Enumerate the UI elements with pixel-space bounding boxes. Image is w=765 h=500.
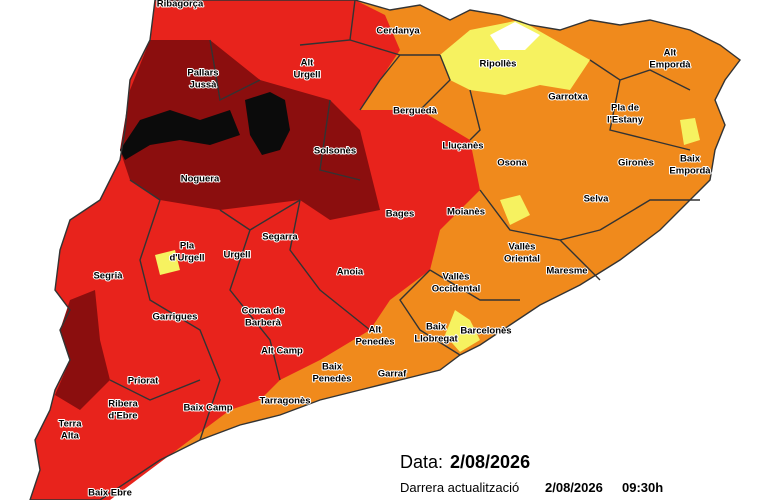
comarca-label: Empordà — [669, 166, 711, 177]
zone-yellow-4 — [155, 250, 180, 275]
comarca-label: Gironès — [618, 158, 654, 169]
comarca-label: Maresme — [546, 266, 587, 277]
labels: RibagorçaCerdanyaAltUrgellPallarsJussàRi… — [57, 0, 712, 500]
comarca-label: Solsonès — [314, 146, 356, 157]
comarca-label: Penedès — [312, 374, 351, 385]
comarca-label: Alt — [301, 58, 315, 69]
zone-yellow-3 — [500, 195, 530, 225]
comarca-label: Ripollès — [480, 59, 517, 70]
comarca-label: Jussà — [190, 80, 218, 91]
comarca-label: Priorat — [128, 376, 159, 387]
comarca-label: Ribera — [108, 399, 138, 410]
comarca-label: Vallès — [509, 242, 536, 253]
comarca-label: Moianès — [447, 207, 485, 218]
comarca-label: Segrià — [93, 271, 123, 282]
comarca-label: d'Ebre — [108, 411, 137, 422]
comarca-label: Pla — [180, 241, 195, 252]
update-label: Darrera actualització — [400, 480, 519, 495]
comarca-label: Berguedà — [393, 106, 438, 117]
comarca-label: Garrigues — [153, 312, 198, 323]
update-time: 09:30h — [622, 480, 663, 495]
comarca-label: Alt — [369, 325, 383, 336]
date: 2/08/2026 — [450, 452, 530, 472]
comarca-label: Oriental — [504, 254, 540, 265]
comarca-label: Garrotxa — [548, 92, 588, 103]
comarca-label: Cerdanya — [376, 26, 420, 37]
zone-black-2 — [245, 92, 290, 155]
comarca-label: Empordà — [649, 60, 691, 71]
comarca-label: Ribagorça — [157, 0, 204, 10]
zone-black — [120, 110, 240, 160]
comarca-label: Penedès — [355, 337, 394, 348]
comarca-label: d'Urgell — [170, 253, 205, 264]
comarca-label: Segarra — [262, 232, 298, 243]
zone-dark-red-south — [55, 290, 110, 410]
comarca-label: l'Estany — [607, 115, 644, 126]
comarca-label: Alt Camp — [261, 346, 303, 357]
comarca-label: Pallars — [187, 68, 218, 79]
comarca-label: Urgell — [294, 70, 321, 81]
comarca-label: Lluçanès — [442, 141, 483, 152]
zone-white — [490, 22, 540, 50]
comarca-label: Conca de — [242, 306, 285, 317]
comarca-label: Llobregat — [414, 334, 458, 345]
comarca-label: Bages — [386, 209, 415, 220]
comarca-label: Baix Camp — [183, 403, 232, 414]
comarca-label: Baix — [426, 322, 447, 333]
zone-yellow-5 — [680, 118, 700, 145]
comarca-label: Osona — [497, 158, 527, 169]
comarca-label: Terra — [58, 419, 82, 430]
comarca-label: Alta — [61, 431, 80, 442]
comarca-label: Baix — [322, 362, 343, 373]
comarca-label: Garraf — [378, 369, 407, 380]
update-date: 2/08/2026 — [545, 480, 603, 495]
comarca-label: Baix — [680, 154, 701, 165]
comarca-label: Urgell — [224, 250, 251, 261]
zone-yellow — [440, 20, 590, 95]
comarca-label: Tarragonès — [259, 396, 310, 407]
comarca-label: Baix Ebre — [88, 488, 132, 499]
comarca-label: Noguera — [181, 174, 220, 185]
date-label: Data: — [400, 452, 443, 472]
comarca-label: Alt — [664, 48, 678, 59]
comarca-label: Anoia — [337, 267, 364, 278]
comarca-label: Barcelonès — [460, 326, 511, 337]
comarca-label: Occidental — [432, 284, 481, 295]
region-outline — [29, 0, 741, 500]
comarca-borders — [109, 0, 700, 441]
comarca-label: Selva — [584, 194, 610, 205]
comarca-label: Pla de — [611, 103, 639, 114]
zone-yellow-2 — [445, 310, 480, 352]
comarca-label: Barberà — [245, 318, 282, 329]
comarca-label: Vallès — [443, 272, 470, 283]
